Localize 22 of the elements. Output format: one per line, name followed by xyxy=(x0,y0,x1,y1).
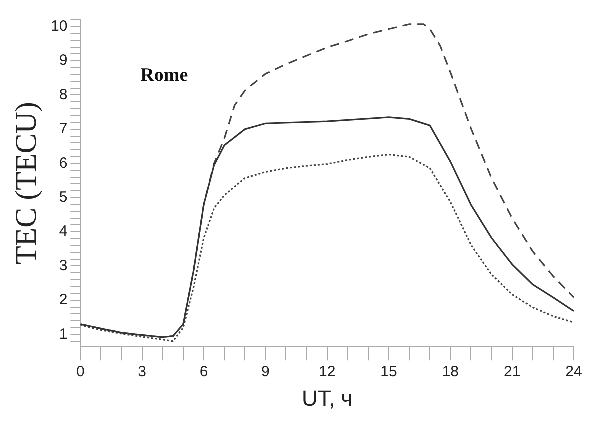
x-tick-label: 3 xyxy=(138,364,147,381)
y-tick-label: 8 xyxy=(59,86,68,104)
x-tick-label: 18 xyxy=(442,364,460,381)
y-tick-label: 10 xyxy=(50,18,68,35)
x-tick-label: 9 xyxy=(262,364,270,381)
y-tick-label: 5 xyxy=(59,188,68,206)
y-tick-label: 1 xyxy=(59,326,68,343)
x-tick-label: 24 xyxy=(566,364,582,381)
y-tick-label: 6 xyxy=(59,154,68,172)
y-tick-label: 9 xyxy=(59,52,68,70)
x-tick-label: 0 xyxy=(76,364,85,381)
x-tick-label: 6 xyxy=(200,364,208,381)
x-tick-label: 15 xyxy=(380,364,398,381)
y-tick-label: 2 xyxy=(59,292,68,309)
x-tick-label: 21 xyxy=(504,364,521,381)
y-axis-title: TEC (TECU) xyxy=(10,102,43,265)
y-tick-label: 7 xyxy=(59,120,68,138)
x-axis-title: UT, ч xyxy=(302,386,353,411)
y-tick-label: 4 xyxy=(59,223,68,240)
annotation: Rome xyxy=(140,64,188,86)
y-tick-label: 3 xyxy=(59,257,68,274)
x-tick-label: 12 xyxy=(319,364,336,381)
